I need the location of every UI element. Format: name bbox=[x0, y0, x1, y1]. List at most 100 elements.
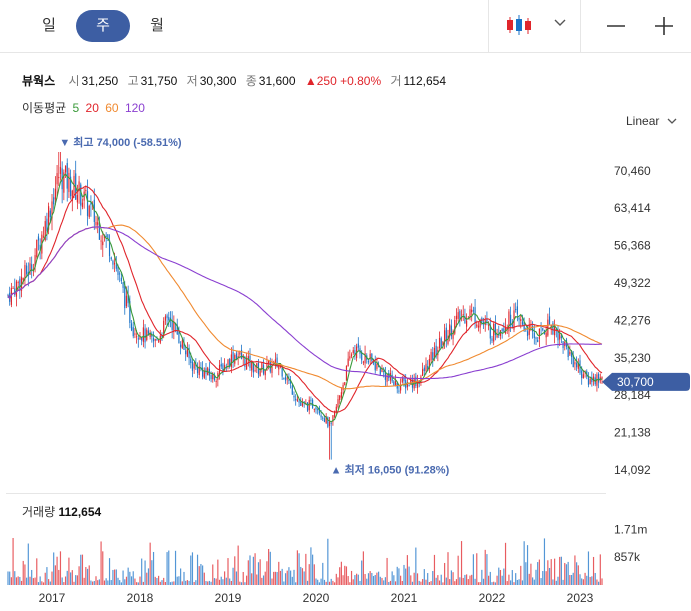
volume-bar bbox=[249, 555, 251, 585]
volume-bar bbox=[61, 577, 63, 585]
volume-bar bbox=[576, 562, 578, 585]
volume-bar bbox=[411, 581, 414, 585]
volume-bar bbox=[262, 575, 265, 585]
volume-bar bbox=[130, 576, 133, 585]
volume-bar bbox=[393, 575, 395, 585]
volume-bar bbox=[564, 562, 566, 585]
candle-body bbox=[340, 392, 342, 398]
volume-bar bbox=[186, 580, 188, 585]
volume-bar bbox=[193, 581, 195, 585]
candle-body bbox=[354, 350, 356, 357]
candle-body bbox=[350, 354, 353, 357]
volume-bar bbox=[98, 579, 100, 585]
volume-bar bbox=[528, 573, 530, 585]
zoom-in-button[interactable] bbox=[650, 12, 678, 40]
candle-body bbox=[254, 370, 256, 372]
volume-bar bbox=[594, 572, 596, 585]
volume-bar bbox=[168, 550, 170, 585]
open-label: 시 bbox=[68, 74, 80, 88]
low-value: 30,300 bbox=[199, 74, 237, 88]
chart-type-selector[interactable] bbox=[500, 10, 570, 42]
volume-bar bbox=[306, 580, 309, 585]
volume-bar bbox=[178, 576, 180, 585]
candle-body bbox=[386, 374, 388, 382]
volume-bar bbox=[205, 581, 207, 585]
volume-bar bbox=[317, 579, 319, 585]
volume-bar bbox=[388, 582, 390, 585]
candle-body bbox=[408, 384, 410, 386]
candle-body bbox=[425, 363, 427, 372]
candle-body bbox=[444, 330, 446, 341]
candle-body bbox=[39, 244, 41, 250]
candle-body bbox=[476, 324, 478, 327]
candle-body bbox=[88, 205, 90, 218]
candle-body bbox=[97, 222, 99, 225]
candle-body bbox=[535, 337, 537, 339]
zoom-out-button[interactable] bbox=[602, 12, 630, 40]
candle-body bbox=[117, 265, 119, 275]
toolbar: 일 주 월 bbox=[0, 0, 691, 53]
volume-bar bbox=[298, 553, 300, 585]
volume-bar bbox=[391, 571, 393, 585]
volume-bar bbox=[276, 572, 278, 585]
volume-bar bbox=[589, 576, 591, 585]
volume-tick-label: 857k bbox=[614, 550, 641, 564]
volume-bar bbox=[511, 570, 513, 585]
scale-selector[interactable]: Linear bbox=[626, 114, 677, 128]
volume-bar bbox=[592, 556, 595, 585]
volume-bar bbox=[85, 567, 87, 585]
tab-daily[interactable]: 일 bbox=[42, 17, 56, 34]
volume-bar bbox=[137, 582, 139, 585]
volume-bar bbox=[503, 568, 505, 585]
volume-bar bbox=[81, 554, 84, 585]
volume-bar bbox=[526, 545, 529, 585]
volume-bar bbox=[176, 576, 178, 585]
volume-bar bbox=[32, 578, 34, 585]
candle-body bbox=[477, 325, 480, 328]
volume-bar bbox=[554, 558, 556, 585]
volume-bar bbox=[423, 569, 425, 585]
volume-bar bbox=[259, 559, 261, 585]
candle-body bbox=[498, 334, 500, 336]
volume-bar bbox=[102, 551, 104, 585]
candle-body bbox=[349, 356, 351, 359]
candle-body bbox=[479, 321, 481, 328]
volume-bar bbox=[90, 580, 92, 585]
candle-body bbox=[591, 377, 593, 383]
candle-body bbox=[212, 373, 214, 380]
candle-body bbox=[54, 188, 56, 200]
volume-bar bbox=[49, 581, 51, 585]
volume-bar bbox=[105, 578, 107, 585]
candle-body bbox=[374, 362, 376, 371]
candle-body bbox=[330, 422, 332, 424]
candle-body bbox=[95, 221, 97, 226]
volume-bar bbox=[227, 558, 229, 585]
volume-bar bbox=[41, 581, 43, 585]
tab-monthly[interactable]: 월 bbox=[150, 17, 164, 34]
candle-body bbox=[90, 201, 92, 206]
volume-bar bbox=[305, 553, 307, 585]
volume-bar bbox=[112, 569, 114, 585]
volume-bar bbox=[435, 577, 437, 585]
volume-bar bbox=[225, 577, 227, 585]
candle-body bbox=[589, 378, 591, 385]
candle-body bbox=[152, 338, 155, 342]
volume-bar bbox=[504, 542, 507, 585]
candle-body bbox=[293, 395, 295, 398]
volume-bar bbox=[577, 565, 579, 585]
volume-bar bbox=[149, 542, 151, 585]
candle-body bbox=[552, 322, 554, 335]
volume-bar bbox=[46, 567, 48, 585]
volume-bar bbox=[440, 574, 442, 585]
candle-body bbox=[114, 262, 116, 265]
moving-average-legend: 이동평균 5 20 60 120 bbox=[22, 99, 148, 116]
candle-body bbox=[581, 370, 583, 379]
candle-body bbox=[295, 398, 297, 401]
y-tick-label: 70,460 bbox=[614, 164, 651, 178]
moving-average-line-20 bbox=[7, 185, 603, 413]
volume-bar bbox=[268, 549, 270, 585]
tab-weekly[interactable]: 주 bbox=[76, 10, 130, 42]
volume-bar bbox=[410, 575, 412, 585]
y-tick-label: 56,368 bbox=[614, 239, 651, 253]
